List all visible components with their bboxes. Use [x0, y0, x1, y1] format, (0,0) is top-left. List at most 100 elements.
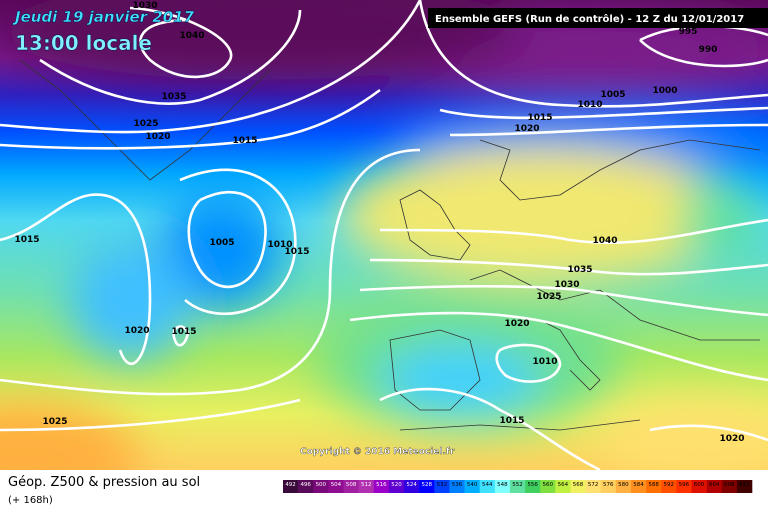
colorbar-label: 496 — [300, 482, 311, 488]
isobar-label: 1015 — [499, 416, 524, 426]
colorbar-label: 492 — [285, 482, 296, 488]
colorbar-label: 580 — [618, 482, 629, 488]
colorbar-swatch — [570, 480, 586, 493]
isobar-label: 990 — [699, 45, 718, 55]
colorbar-swatch — [585, 480, 602, 493]
isobar-label: 1010 — [577, 100, 602, 110]
colorbar-label: 600 — [694, 482, 705, 488]
colorbar-swatch — [646, 480, 662, 493]
coastline — [539, 319, 601, 391]
colorbar-swatch — [449, 480, 465, 493]
isobar — [379, 387, 601, 472]
isobar — [439, 106, 768, 120]
colorbar-label: 532 — [437, 482, 448, 488]
isobar — [495, 343, 562, 383]
isobar-label: 1010 — [267, 240, 292, 250]
colorbar-swatch — [343, 480, 359, 493]
colorbar-label: 544 — [482, 482, 493, 488]
colorbar-swatch — [313, 480, 329, 493]
isobars — [0, 0, 768, 470]
footer-title: Géop. Z500 & pression au sol — [8, 475, 200, 490]
colorbar-swatch — [525, 480, 541, 493]
colorbar-label: 524 — [406, 482, 417, 488]
colorbar-swatch — [373, 480, 390, 493]
colorbar-label: 516 — [376, 482, 387, 488]
colorbar-swatch — [464, 480, 480, 493]
colorbar-label: 564 — [558, 482, 569, 488]
colorbar-swatch — [494, 480, 511, 493]
field-blob — [680, 180, 760, 260]
colorbar-label: 560 — [543, 482, 554, 488]
colorbar-label: 588 — [648, 482, 659, 488]
field-blob — [0, 0, 520, 80]
isobar — [359, 284, 768, 317]
isobar-label: 1040 — [592, 236, 617, 246]
map-date: Jeudi 19 janvier 2017 — [12, 8, 195, 26]
colorbar-swatch — [298, 480, 314, 493]
isobar-label: 1020 — [504, 319, 529, 329]
isobar-label: 1005 — [600, 90, 625, 100]
isobar — [0, 193, 152, 365]
isobar — [379, 218, 768, 245]
colorbar-swatch — [404, 480, 420, 493]
isobar-label: 1040 — [179, 31, 204, 41]
isobar-label: 1030 — [554, 280, 579, 290]
colorbar-swatch — [555, 480, 571, 493]
colorbar-swatch — [540, 480, 556, 493]
isobar — [0, 88, 381, 150]
isobar-label: 1015 — [171, 327, 196, 337]
colorbar-swatch — [388, 480, 405, 493]
isobar-label: 1010 — [532, 357, 557, 367]
colorbar-label: 568 — [573, 482, 584, 488]
isobar-label: 1015 — [527, 113, 552, 123]
colorbar-swatch — [328, 480, 344, 493]
colorbar-swatch — [434, 480, 450, 493]
field-blob — [70, 240, 190, 360]
colorbar-swatch — [706, 480, 723, 493]
colorbar-label: 572 — [588, 482, 599, 488]
colorbar-label: 512 — [361, 482, 372, 488]
isobar — [172, 325, 190, 347]
isobar-label: 1025 — [42, 417, 67, 427]
isobar — [649, 424, 768, 442]
isobar-label: 1015 — [284, 247, 309, 257]
colorbar-label: 536 — [452, 482, 463, 488]
coastline — [399, 419, 641, 431]
isobar-label: 1030 — [132, 1, 157, 11]
colorbar-swatch — [661, 480, 677, 493]
isobar — [0, 398, 301, 432]
colorbar-label: 500 — [316, 482, 327, 488]
isobar-label: 1020 — [719, 434, 744, 444]
isobar — [187, 190, 267, 288]
isobar-label: 1015 — [232, 136, 257, 146]
colorbar-swatch — [419, 480, 435, 493]
colorbar-label: 508 — [346, 482, 357, 488]
field-blob — [600, 400, 768, 480]
colorbar-label: 556 — [527, 482, 538, 488]
isobar-label: 1020 — [514, 124, 539, 134]
colorbar-swatch — [736, 480, 753, 493]
colorbar: 492 496 500 504 508 512 516 520 524 528 532 536 540 5… — [283, 480, 753, 493]
isobar — [129, 6, 233, 79]
isobar — [179, 168, 297, 316]
colorbar-label: 608 — [724, 482, 735, 488]
isobar-label: 1020 — [124, 326, 149, 336]
isobar-label: 1035 — [161, 92, 186, 102]
colorbar-label: 596 — [679, 482, 690, 488]
colorbar-swatch — [358, 480, 375, 493]
map-time: 13:00 locale — [15, 31, 152, 55]
isobar-label: 1020 — [145, 132, 170, 142]
colorbar-swatch — [676, 480, 692, 493]
isobar — [39, 9, 302, 105]
colorbar-label: 604 — [709, 482, 720, 488]
colorbar-label: 576 — [603, 482, 614, 488]
colorbar-swatch — [600, 480, 617, 493]
colorbar-swatch — [630, 480, 647, 493]
colorbar-label: 540 — [467, 482, 478, 488]
colorbar-swatch — [283, 480, 299, 493]
colorbar-swatch — [615, 480, 632, 493]
